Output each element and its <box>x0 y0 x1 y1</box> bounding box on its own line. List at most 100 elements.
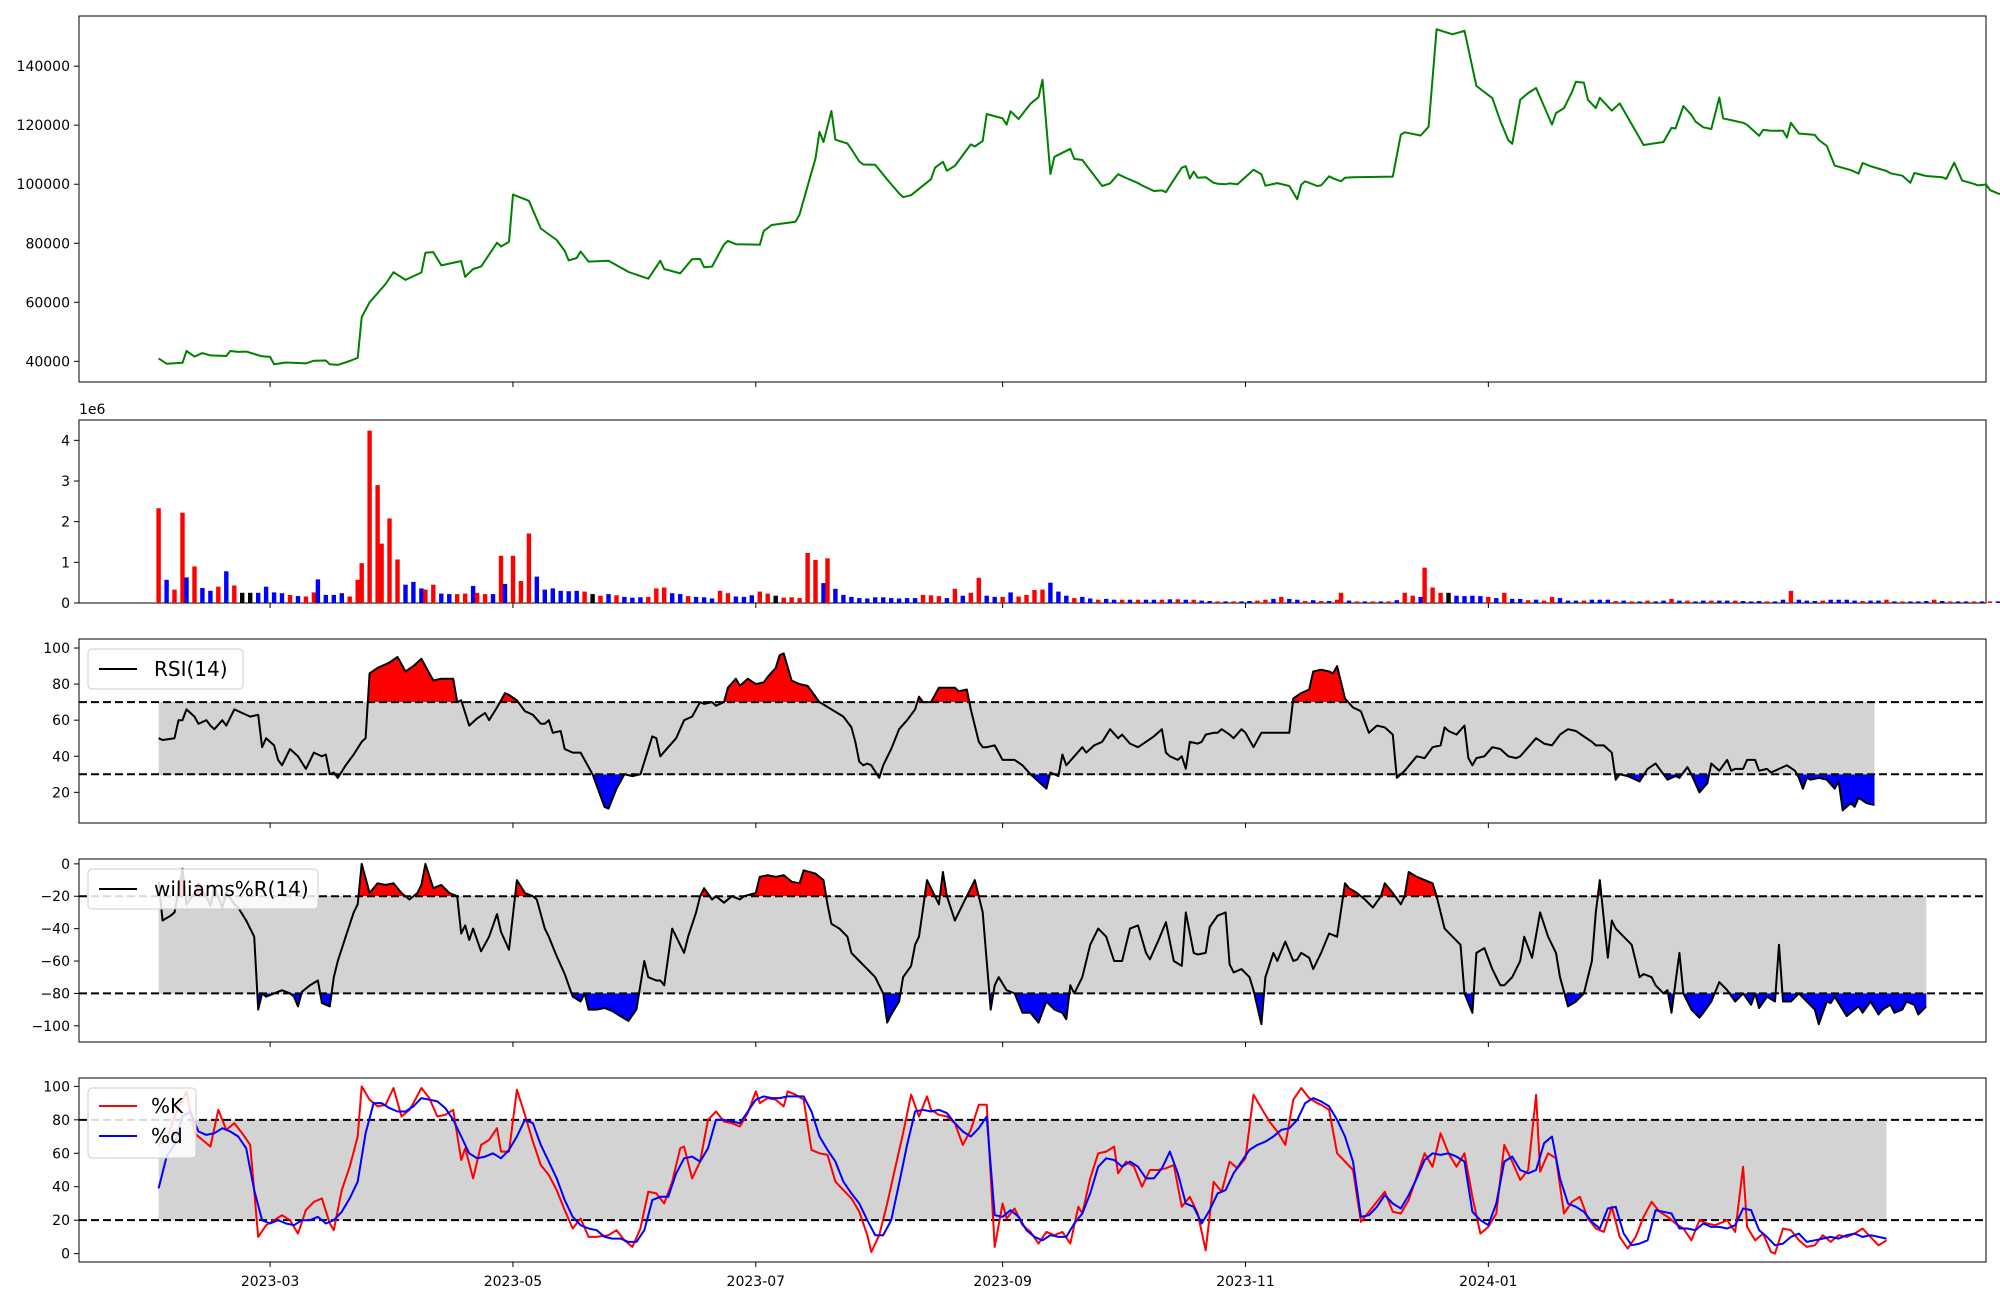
volume-bar <box>1892 601 1897 603</box>
volume-bar <box>1955 601 1961 603</box>
volume-offset-label: 1e6 <box>79 402 106 418</box>
rsi-panel-ytick-label: 80 <box>52 677 70 693</box>
volume-bar <box>813 559 818 603</box>
volume-bar <box>1394 600 1399 603</box>
volume-bar <box>741 596 747 603</box>
volume-bar <box>952 588 958 603</box>
volume-bar <box>590 594 595 603</box>
volume-bar <box>470 585 476 603</box>
volume-bar <box>1486 596 1491 603</box>
volume-bar <box>904 598 910 603</box>
volume-bar <box>920 594 926 603</box>
volume-bar <box>1338 592 1344 603</box>
volume-bar <box>232 585 237 603</box>
volume-bar <box>534 576 539 603</box>
volume-bar <box>654 588 659 603</box>
volume-bar <box>1410 595 1415 603</box>
volume-bar <box>455 594 460 603</box>
volume-bar <box>896 598 902 603</box>
volume-bar <box>1900 601 1905 603</box>
stoch-panel-ytick-label: 0 <box>61 1247 70 1263</box>
volume-bar <box>1971 601 1977 603</box>
volume-bar <box>1541 600 1547 603</box>
volume-bar <box>582 591 587 603</box>
volume-bar <box>685 596 691 603</box>
volume-bar <box>1263 599 1268 603</box>
volume-bar <box>1709 600 1714 603</box>
volume-bar <box>1271 598 1276 603</box>
volume-bar <box>1581 600 1587 603</box>
volume-bar <box>1072 598 1077 603</box>
volume-bar <box>419 588 424 603</box>
volume-bar <box>1183 599 1188 603</box>
volume-bar <box>1764 601 1770 603</box>
volume-bar <box>379 543 384 603</box>
volume-bar <box>271 592 277 603</box>
volume-panel-ytick-label: 2 <box>61 515 70 531</box>
volume-panel-ytick-label: 1 <box>61 555 70 571</box>
volume-bar <box>638 597 643 603</box>
williams-panel-legend-label: williams%R(14) <box>154 877 309 901</box>
williams-panel-ytick-label: −100 <box>32 1019 70 1035</box>
stoch-panel-ytick-label: 40 <box>52 1180 70 1196</box>
volume-bar <box>1748 601 1754 603</box>
volume-bar <box>431 584 436 603</box>
volume-bar <box>403 584 408 603</box>
volume-bar <box>526 533 532 603</box>
volume-bar <box>960 595 965 603</box>
volume-bar <box>825 558 830 603</box>
volume-bar <box>1916 601 1921 603</box>
price-panel-ytick-label: 40000 <box>25 354 70 370</box>
williams-panel-ytick-label: −60 <box>40 954 70 970</box>
volume-bar <box>1804 600 1809 603</box>
volume-bar <box>662 587 667 603</box>
volume-bar <box>1040 589 1045 603</box>
price-panel-ytick-label: 60000 <box>25 295 70 311</box>
volume-bar <box>1518 598 1523 603</box>
volume-bar <box>1223 601 1228 603</box>
volume-bar <box>1104 598 1109 603</box>
volume-bar <box>1032 590 1037 603</box>
volume-bar <box>1255 600 1260 603</box>
volume-bar <box>1533 599 1539 603</box>
volume-bar <box>709 598 715 603</box>
stoch-panel-frame <box>78 1077 1987 1263</box>
volume-bar <box>821 583 826 603</box>
volume-bar <box>1629 601 1634 603</box>
volume-bar <box>574 590 579 603</box>
volume-bar <box>1175 599 1180 603</box>
volume-bar <box>1334 599 1340 603</box>
rsi-panel-band <box>158 702 1875 775</box>
volume-bar <box>1370 601 1376 603</box>
volume-bar <box>1151 599 1157 603</box>
volume-bar <box>1573 600 1579 603</box>
volume-bar <box>164 579 169 603</box>
price-panel-ytick-label: 140000 <box>17 59 70 75</box>
volume-bar <box>1860 601 1865 603</box>
volume-bar <box>208 590 213 603</box>
volume-panel-ytick-label: 0 <box>61 596 70 612</box>
rsi-panel-ytick-label: 60 <box>52 713 70 729</box>
volume-bar <box>1303 601 1308 603</box>
volume-bar <box>1637 601 1642 603</box>
volume-bar <box>566 591 571 603</box>
volume-bar <box>1589 599 1595 603</box>
volume-bar <box>287 594 293 603</box>
volume-bar <box>200 588 205 603</box>
volume-bar <box>1740 601 1746 603</box>
rsi-panel-oversold-fill <box>158 774 1875 811</box>
volume-bar <box>1725 600 1730 603</box>
volume-bar <box>1386 601 1391 603</box>
volume-bar <box>1605 599 1610 603</box>
volume-bar <box>339 593 344 603</box>
volume-bar <box>1669 598 1674 603</box>
volume-bar <box>1653 601 1658 603</box>
volume-bar <box>439 593 444 603</box>
volume-bar <box>781 597 786 603</box>
volume-bar <box>1756 601 1762 603</box>
volume-bar <box>1884 599 1889 603</box>
volume-bar <box>1311 600 1316 603</box>
volume-bar <box>1852 600 1857 603</box>
volume-bar <box>944 598 950 603</box>
